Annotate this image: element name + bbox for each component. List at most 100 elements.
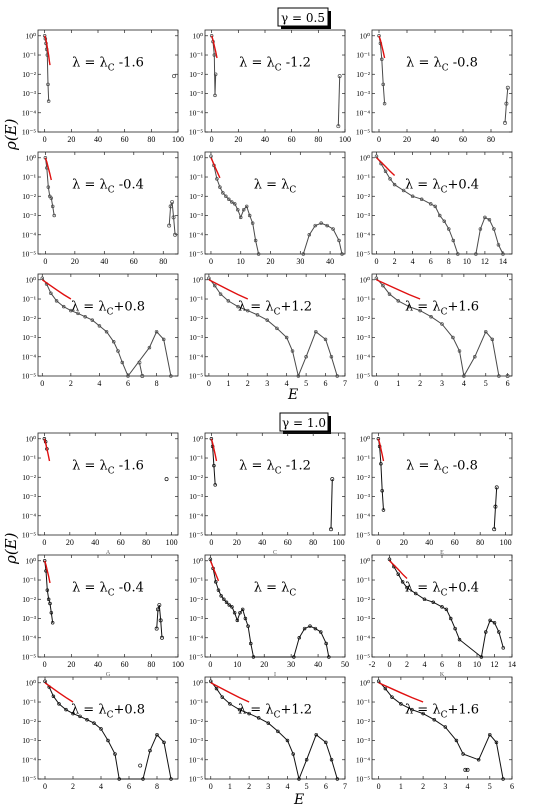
numeric-point	[154, 329, 159, 334]
numeric-point	[314, 732, 318, 737]
numeric-point	[396, 572, 401, 576]
y-tick-label: 10⁻¹	[356, 295, 370, 304]
numeric-point	[215, 177, 219, 181]
numeric-point	[247, 213, 252, 218]
y-tick-label: 10⁻¹	[22, 173, 36, 182]
y-tick-label: 10⁻²	[189, 314, 203, 323]
numeric-point	[224, 600, 229, 604]
y-tick-label: 10⁻²	[356, 70, 370, 79]
x-tick-label: 0	[209, 538, 213, 547]
numeric-point	[381, 283, 385, 288]
numeric-point	[488, 732, 492, 737]
numeric-point	[492, 227, 496, 231]
x-tick-label: 0	[375, 257, 379, 266]
y-tick-label: 10⁻²	[356, 595, 370, 604]
gamma-label: γ = 0.5	[281, 11, 325, 25]
numeric-point	[256, 716, 261, 720]
numeric-point	[64, 707, 68, 712]
y-tick-label: 10⁻²	[356, 473, 370, 482]
numeric-point	[297, 636, 301, 640]
numeric-point	[236, 207, 240, 212]
numeric-point	[219, 594, 223, 598]
y-tick-label: 10⁻⁵	[22, 128, 36, 137]
numeric-point	[241, 207, 246, 212]
x-tick-label: 2	[71, 782, 75, 791]
panel-frame	[37, 29, 179, 133]
x-tick-label: 20	[233, 538, 241, 547]
y-tick-label: 10⁻³	[356, 333, 370, 342]
numeric-point	[392, 182, 397, 187]
numeric-point	[52, 213, 56, 218]
x-tick-label: 10	[237, 257, 245, 266]
y-tick-label: 10⁻⁴	[22, 108, 36, 117]
lambda-label: λ = λC -0.4	[72, 581, 144, 599]
lambda-label: λ = λC+0.8	[71, 300, 145, 318]
panel-2-1: 10⁰ 10⁻¹ 10⁻² 10⁻³ 10⁻⁴ 10⁻⁵ 0 20 40 60 80 100 Aλ = …	[22, 432, 179, 556]
panel-frame	[371, 432, 513, 536]
x-tick-label: 14	[508, 660, 516, 669]
y-tick-label: 10⁻³	[22, 492, 36, 501]
numeric-point	[169, 777, 173, 781]
panel-1-2: 10⁰ 10⁻¹ 10⁻² 10⁻³ 10⁻⁴ 10⁻⁵ 0 20 40 60 80 100 λ = λ…	[189, 29, 351, 144]
y-tick-label: 10⁻¹	[189, 454, 203, 463]
x-tick-label: 40	[431, 135, 439, 144]
panel-2-3: 10⁰ 10⁻¹ 10⁻² 10⁻³ 10⁻⁴ 10⁻⁵ 0 20 40 60 80 100 Eλ = …	[356, 432, 513, 556]
numeric-point	[40, 276, 45, 280]
y-tick-label: 10⁻⁴	[356, 108, 370, 117]
numeric-point	[407, 304, 411, 309]
y-tick-label: 10⁻⁵	[356, 653, 370, 662]
numeric-point	[117, 777, 121, 781]
y-tick-label: 10⁰	[359, 434, 370, 443]
y-tick-label: 10⁻⁴	[356, 755, 370, 764]
x-tick-label: 3	[440, 379, 444, 388]
y-tick-label: 10⁰	[359, 31, 370, 40]
x-tick-label: 20	[267, 257, 275, 266]
gamma-label: γ = 1.0	[282, 416, 326, 430]
exact-series-line	[208, 279, 249, 300]
numeric-point	[313, 626, 318, 631]
y-tick-label: 10⁻⁴	[22, 230, 36, 239]
numeric-point	[390, 695, 394, 699]
x-tick-label: 20	[260, 660, 268, 669]
numeric-point	[46, 99, 51, 103]
y-tick-label: 10⁻⁵	[356, 775, 370, 784]
x-tick-label: 20	[67, 660, 75, 669]
y-tick-label: 10⁻²	[22, 473, 36, 482]
numeric-point	[291, 752, 295, 756]
outlier-line	[156, 604, 163, 638]
exact-series-line	[211, 35, 218, 59]
exact-series-line	[378, 682, 424, 703]
panel-2-8: 10⁰ 10⁻¹ 10⁻² 10⁻³ 10⁻⁴ 10⁻⁵ 0 1 2 3 4 5 6 7 λ = λC+1.…	[189, 676, 347, 791]
x-tick-label: 3	[266, 782, 270, 791]
x-tick-label: 0	[43, 135, 47, 144]
numeric-point	[236, 304, 240, 309]
numeric-point	[304, 758, 309, 762]
y-axis-label-bottom: ρ(E)	[2, 532, 20, 565]
panel-frame	[371, 29, 513, 133]
y-tick-label: 10⁻⁵	[356, 372, 370, 381]
x-tick-label: -2	[369, 660, 376, 669]
numeric-point	[456, 252, 460, 256]
x-axis-label-bottom: E	[293, 792, 304, 808]
x-tick-label: 0	[40, 379, 44, 388]
numeric-point	[227, 197, 231, 201]
lambda-label: λ = λC+0.4	[405, 581, 479, 599]
numeric-point	[49, 291, 53, 295]
numeric-point	[479, 655, 484, 659]
x-tick-label: 0	[209, 782, 213, 791]
x-tick-label: 100	[500, 538, 512, 547]
numeric-point	[335, 777, 340, 781]
y-tick-label: 10⁻²	[22, 717, 36, 726]
panel-2-4: 10⁰ 10⁻¹ 10⁻² 10⁻³ 10⁻⁴ 10⁻⁵ 0 20 40 60 80 100 Gλ = …	[22, 554, 184, 678]
numeric-point	[376, 679, 381, 683]
x-tick-label: 40	[425, 538, 433, 547]
x-tick-label: 0	[207, 379, 211, 388]
y-tick-label: 10⁻²	[22, 595, 36, 604]
x-tick-label: 60	[121, 660, 129, 669]
numeric-point	[78, 714, 82, 719]
panel-frame	[371, 676, 513, 780]
x-tick-label: 30	[287, 660, 295, 669]
numeric-point	[340, 252, 344, 256]
numeric-point	[457, 349, 462, 353]
y-tick-label: 10⁰	[192, 556, 203, 565]
